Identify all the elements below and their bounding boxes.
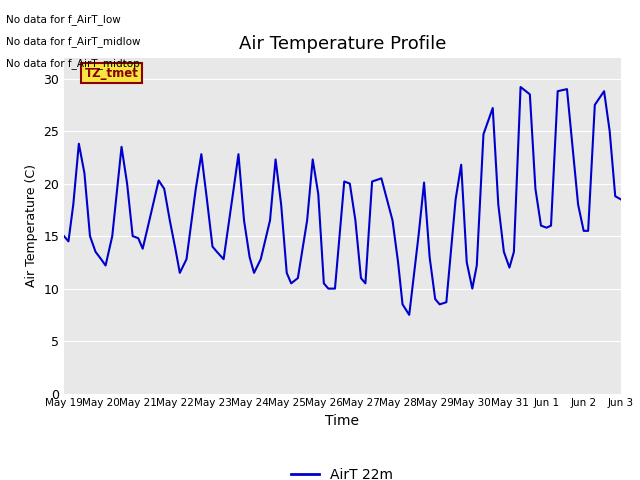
Y-axis label: Air Temperature (C): Air Temperature (C) <box>25 164 38 287</box>
Legend: AirT 22m: AirT 22m <box>286 462 399 480</box>
Text: No data for f_AirT_midtop: No data for f_AirT_midtop <box>6 58 140 69</box>
X-axis label: Time: Time <box>325 414 360 428</box>
Text: TZ_tmet: TZ_tmet <box>84 67 138 80</box>
Text: No data for f_AirT_low: No data for f_AirT_low <box>6 14 121 25</box>
Text: No data for f_AirT_midlow: No data for f_AirT_midlow <box>6 36 141 47</box>
Title: Air Temperature Profile: Air Temperature Profile <box>239 35 446 53</box>
